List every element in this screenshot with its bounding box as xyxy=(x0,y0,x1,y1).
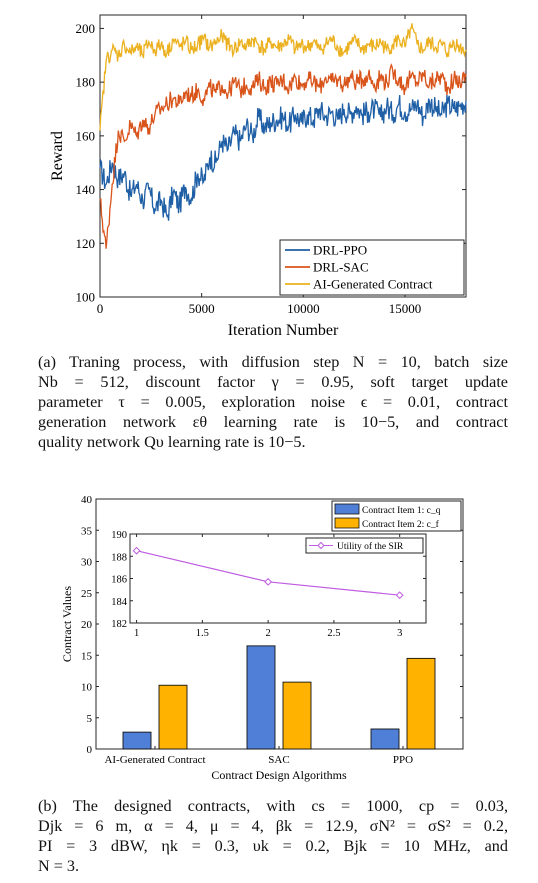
x-tick-label: 15000 xyxy=(389,301,422,316)
caption-a-line-1: (a) Traning process, with diffusion step… xyxy=(38,353,508,371)
inset-point xyxy=(264,577,273,586)
bar-1-ppo xyxy=(370,728,400,750)
category-label: SAC xyxy=(268,754,289,766)
inset-y-tick-label: 190 xyxy=(111,530,127,541)
inset-point xyxy=(132,546,141,555)
y-tick-label: 40 xyxy=(81,494,93,506)
inset-y-tick-label: 188 xyxy=(111,552,127,563)
series-line-drl-ppo xyxy=(99,94,467,221)
bars xyxy=(122,645,436,750)
series-line-ai-generated-contract xyxy=(99,23,467,131)
inset-x-tick-label: 2.5 xyxy=(327,628,340,639)
caption-b-line-1: (b) The designed contracts, with cs = 10… xyxy=(38,797,508,815)
legend-swatch xyxy=(334,517,360,529)
inset-point xyxy=(395,591,404,600)
x-tick-label: 10000 xyxy=(287,301,320,316)
y-tick-label: 200 xyxy=(76,21,96,36)
inset-x-tick-label: 3 xyxy=(397,628,402,639)
y-tick-label: 35 xyxy=(81,525,93,537)
legend: DRL-PPO DRL-SAC AI-Generated Contract xyxy=(279,239,465,296)
y-tick-label: 160 xyxy=(76,128,96,143)
x-axis-label: Contract Design Algorithms xyxy=(211,768,347,782)
training-reward-chart: 0 5000 10000 15000 100 120 140 160 180 200 Reward… xyxy=(49,14,467,339)
y-tick-label: 30 xyxy=(81,557,93,569)
y-tick-label: 140 xyxy=(76,182,96,197)
legend-label: DRL-PPO xyxy=(313,243,367,258)
inset-legend-label: Utility of the SIR xyxy=(337,541,404,552)
inset-y-tick-label: 184 xyxy=(111,597,128,608)
category-label: AI-Generated Contract xyxy=(104,754,205,766)
caption-b-line-4: N = 3. xyxy=(38,857,80,875)
y-tick-label: 100 xyxy=(76,290,96,305)
bar-legend: Contract Item 1: c_q Contract Item 2: c_f xyxy=(331,500,462,532)
bar-2-ai-generated-contract xyxy=(158,684,188,750)
caption-a-line-3: parameter τ = 0.005, exploration noise ϵ… xyxy=(38,393,508,411)
bar-1-ai-generated-contract xyxy=(122,731,152,750)
caption-b-line-2: Djk = 6 m, α = 4, μ = 4, βk = 12.9, σN² … xyxy=(38,817,508,835)
caption-a-line-4: generation network εθ learning rate is 1… xyxy=(38,413,508,431)
legend-label: AI-Generated Contract xyxy=(313,277,433,292)
y-tick-label: 0 xyxy=(87,744,93,756)
y-tick-label: 20 xyxy=(81,619,93,631)
y-tick-label: 25 xyxy=(81,588,93,600)
inset-y-tick-label: 186 xyxy=(111,575,127,586)
y-tick-label: 10 xyxy=(81,682,93,694)
y-tick-label: 5 xyxy=(87,713,93,725)
inset-legend-marker xyxy=(317,541,325,550)
inset-y-tick-label: 182 xyxy=(111,619,127,630)
inset-x-tick-label: 2 xyxy=(266,628,271,639)
y-axis-label: Reward xyxy=(49,131,66,181)
y-tick-label: 15 xyxy=(81,650,93,662)
series-line-drl-sac xyxy=(99,63,467,249)
legend-label: Contract Item 1: c_q xyxy=(362,506,441,516)
legend-label: Contract Item 2: c_f xyxy=(362,519,440,530)
contract-values-chart: 0 5 10 15 20 25 30 35 40 AI-Generated Contract SAC… xyxy=(60,494,464,782)
bar-2-sac xyxy=(282,681,312,750)
caption-a-line-5: quality network Qυ learning rate is 10−5… xyxy=(38,433,306,451)
y-tick-label: 120 xyxy=(76,236,96,251)
series-lines xyxy=(99,23,467,249)
bar-2-ppo xyxy=(406,657,436,750)
inset-x-tick-label: 1 xyxy=(134,628,139,639)
category-label: PPO xyxy=(393,754,413,766)
legend-swatch xyxy=(334,503,360,515)
y-axis-label: Contract Values xyxy=(60,586,74,662)
caption-a-line-2: Nb = 512, discount factor γ = 0.95, soft… xyxy=(38,373,508,391)
x-tick-label: 5000 xyxy=(189,301,215,316)
inset-utility-chart: 182 184 186 188 190 1 1.5 2 2.5 3 Utility of the S… xyxy=(111,530,426,639)
caption-b: (b) The designed contracts, with cs = 10… xyxy=(38,796,508,876)
y-tick-label: 180 xyxy=(76,75,96,90)
axis-ticks: 0 5000 10000 15000 100 120 140 160 180 200 xyxy=(76,15,466,316)
x-axis-label: Iteration Number xyxy=(228,322,339,339)
caption-b-line-3: PI = 3 dBW, ηk = 0.3, υk = 0.2, Bjk = 10… xyxy=(38,837,508,855)
legend-label: DRL-SAC xyxy=(313,260,369,275)
inset-x-tick-label: 1.5 xyxy=(196,628,209,639)
bar-1-sac xyxy=(246,645,276,750)
caption-a: (a) Traning process, with diffusion step… xyxy=(38,352,508,452)
x-tick-label: 0 xyxy=(97,301,104,316)
bar-axis-ticks: 0 5 10 15 20 25 30 35 40 AI-Generated Contract SAC… xyxy=(81,494,463,766)
